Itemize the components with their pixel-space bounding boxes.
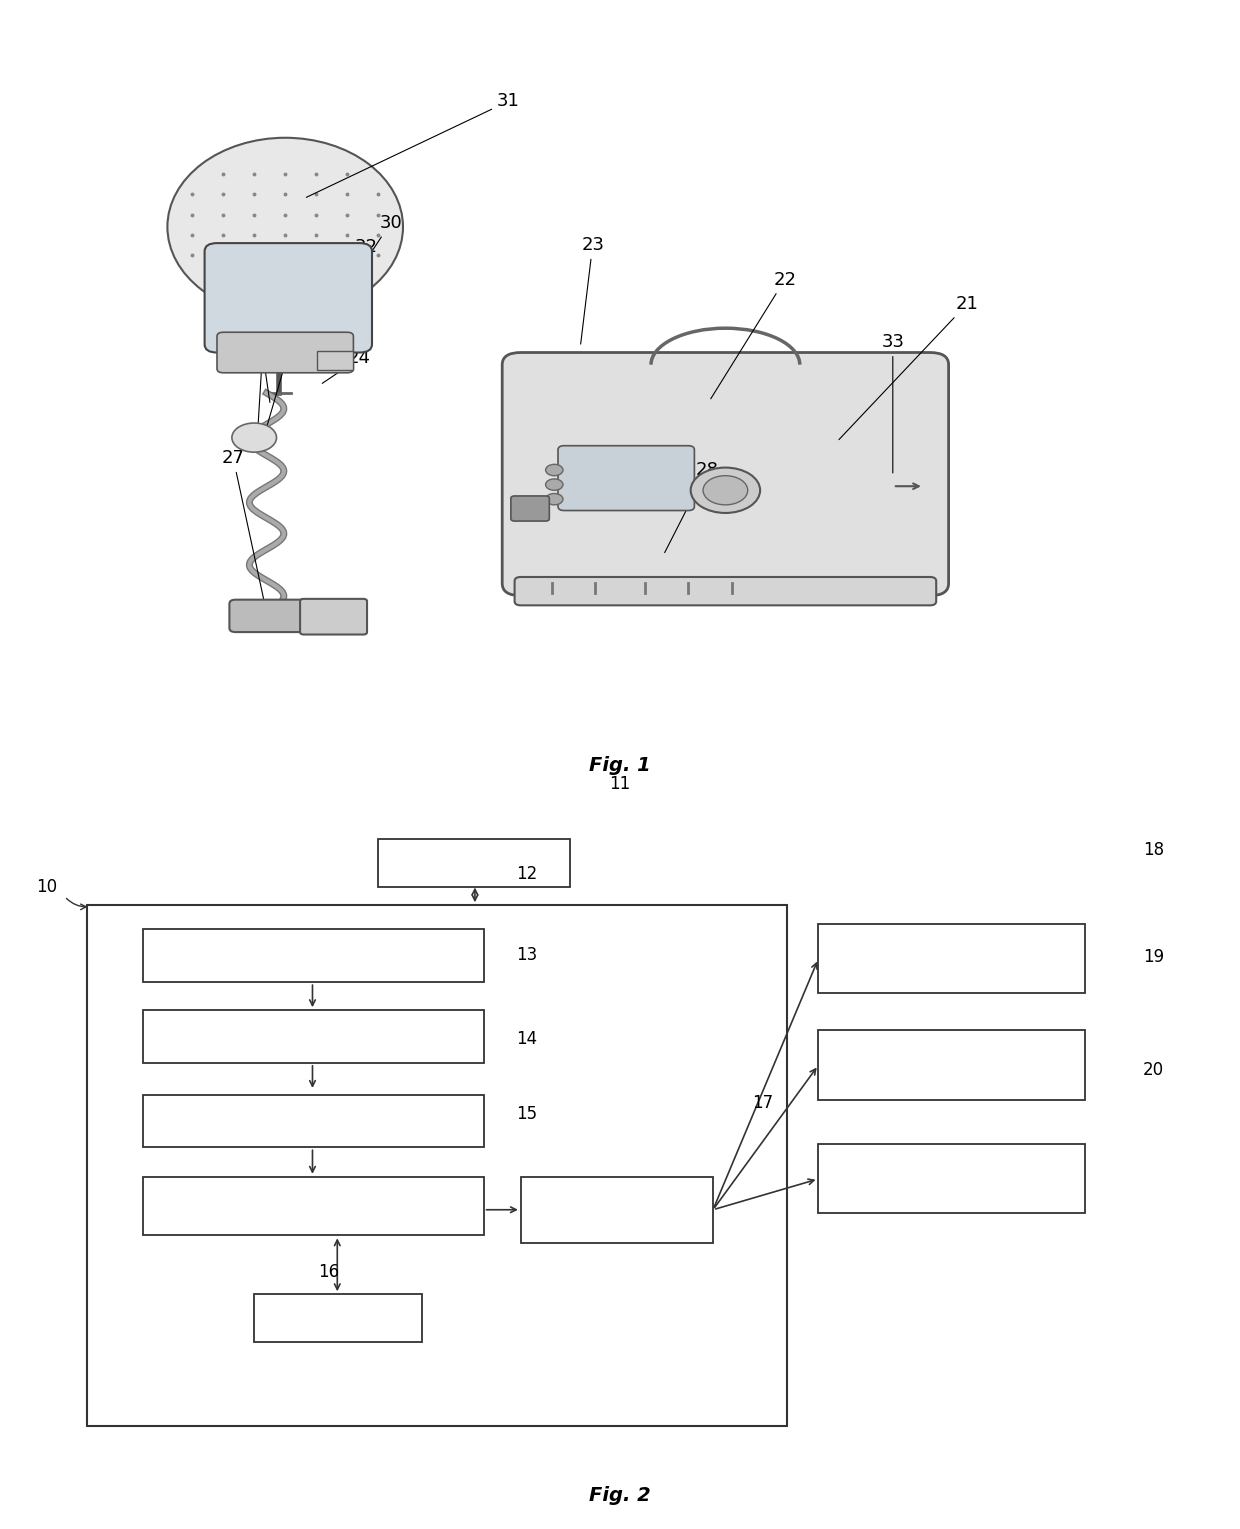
Text: Fig. 1: Fig. 1 xyxy=(589,757,651,775)
Circle shape xyxy=(232,424,277,453)
Text: 25: 25 xyxy=(253,318,275,425)
Text: 31: 31 xyxy=(306,92,520,197)
Circle shape xyxy=(691,468,760,512)
Text: 16: 16 xyxy=(317,1263,340,1281)
Text: 32: 32 xyxy=(334,239,377,359)
Circle shape xyxy=(703,476,748,505)
Text: 12: 12 xyxy=(516,865,538,884)
Bar xyxy=(818,1144,1085,1214)
Bar xyxy=(254,1294,422,1342)
Text: 15: 15 xyxy=(516,1105,538,1124)
Text: 21: 21 xyxy=(839,295,978,440)
Text: 29: 29 xyxy=(243,287,270,402)
Text: 33: 33 xyxy=(882,333,904,472)
Text: 17: 17 xyxy=(751,1095,774,1112)
Bar xyxy=(143,1095,484,1147)
FancyBboxPatch shape xyxy=(229,599,310,631)
Text: 14: 14 xyxy=(516,1031,538,1049)
Text: 20: 20 xyxy=(1142,1061,1164,1079)
FancyBboxPatch shape xyxy=(300,599,367,635)
Text: 27: 27 xyxy=(222,450,264,598)
Text: 23: 23 xyxy=(580,235,604,344)
Bar xyxy=(818,924,1085,994)
Text: 19: 19 xyxy=(1142,948,1164,965)
FancyBboxPatch shape xyxy=(502,353,949,596)
Text: 10: 10 xyxy=(36,878,58,896)
Ellipse shape xyxy=(167,138,403,317)
Bar xyxy=(143,930,484,982)
FancyBboxPatch shape xyxy=(558,446,694,511)
Bar xyxy=(143,1011,484,1063)
FancyBboxPatch shape xyxy=(205,243,372,353)
Text: 18: 18 xyxy=(1142,841,1164,859)
Text: 28: 28 xyxy=(665,462,718,552)
Bar xyxy=(521,1177,713,1243)
Circle shape xyxy=(546,494,563,505)
Bar xyxy=(87,905,787,1427)
Bar xyxy=(378,839,570,887)
Bar xyxy=(143,1177,484,1235)
Text: 30: 30 xyxy=(317,214,402,333)
Bar xyxy=(818,1031,1085,1099)
FancyBboxPatch shape xyxy=(317,350,353,370)
Text: 11: 11 xyxy=(609,775,631,794)
Circle shape xyxy=(546,479,563,491)
FancyBboxPatch shape xyxy=(515,576,936,605)
Text: Fig. 2: Fig. 2 xyxy=(589,1486,651,1506)
FancyBboxPatch shape xyxy=(217,332,353,373)
Circle shape xyxy=(546,465,563,476)
Text: 22: 22 xyxy=(711,271,796,399)
Text: 13: 13 xyxy=(516,946,538,965)
FancyBboxPatch shape xyxy=(511,495,549,521)
Text: 24: 24 xyxy=(322,349,371,384)
Text: 26: 26 xyxy=(264,342,300,437)
